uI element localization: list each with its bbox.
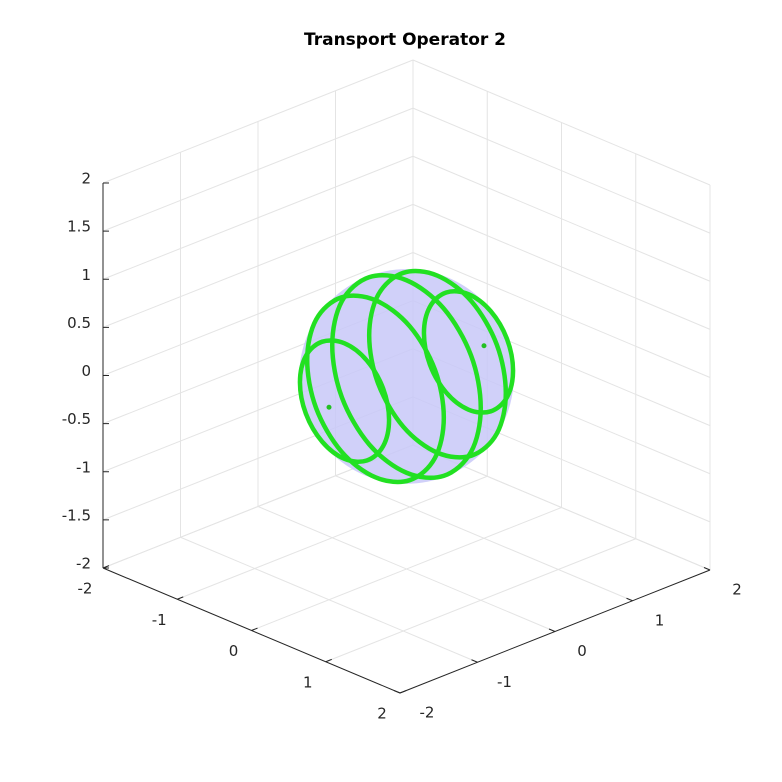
curve bbox=[421, 289, 516, 415]
grid-line bbox=[412, 107, 711, 234]
tick-mark bbox=[251, 627, 258, 631]
curve bbox=[366, 268, 509, 460]
tick-mark bbox=[177, 596, 184, 600]
x-tick-label: 2 bbox=[377, 705, 387, 723]
tick-mark bbox=[626, 597, 633, 602]
y-tick-label: 1 bbox=[655, 611, 665, 629]
grid-line bbox=[335, 475, 633, 602]
grid-line bbox=[102, 107, 414, 232]
grid-line bbox=[412, 59, 711, 186]
tick-mark bbox=[471, 659, 478, 663]
point bbox=[326, 404, 332, 410]
point bbox=[481, 343, 487, 349]
grid-line bbox=[102, 203, 414, 328]
curve bbox=[329, 272, 483, 481]
z-tick-label: -1.5 bbox=[62, 506, 91, 524]
x-tick-label: 0 bbox=[229, 642, 239, 660]
grid-line bbox=[257, 506, 556, 632]
curve bbox=[304, 293, 447, 485]
z-tick-label: -1 bbox=[76, 458, 91, 476]
x-tick-label: -1 bbox=[152, 611, 167, 629]
z-tick-label: 0 bbox=[81, 362, 91, 380]
curve bbox=[297, 338, 392, 464]
y-tick-label: 2 bbox=[732, 581, 742, 599]
z-tick-label: 1.5 bbox=[67, 218, 91, 236]
tick-mark bbox=[548, 628, 556, 632]
x-tick-label: -2 bbox=[78, 580, 93, 598]
x-tick-label: 1 bbox=[303, 673, 313, 691]
y-tick-label: 0 bbox=[577, 642, 587, 660]
z-tick-label: 1 bbox=[81, 266, 91, 284]
grid-line bbox=[412, 252, 711, 378]
chart-title: Transport Operator 2 bbox=[304, 30, 506, 50]
y-tick-label: -2 bbox=[420, 704, 435, 722]
z-tick-label: -2 bbox=[76, 555, 91, 573]
tick-mark bbox=[325, 658, 332, 663]
z-tick-label: -0.5 bbox=[62, 410, 91, 428]
tick-mark bbox=[393, 690, 401, 694]
y-tick-label: -1 bbox=[497, 673, 512, 691]
grid-line bbox=[102, 59, 414, 184]
grid-line bbox=[102, 252, 414, 376]
grid-line bbox=[412, 203, 711, 330]
grid-line bbox=[102, 155, 414, 280]
z-tick-label: 0.5 bbox=[67, 314, 91, 332]
tick-mark bbox=[102, 565, 110, 569]
grid-line bbox=[412, 155, 711, 282]
sphere bbox=[299, 269, 514, 484]
tick-mark bbox=[703, 567, 711, 571]
tick-mark bbox=[399, 690, 407, 694]
grid-line bbox=[180, 536, 478, 663]
z-tick-label: 2 bbox=[81, 170, 91, 188]
